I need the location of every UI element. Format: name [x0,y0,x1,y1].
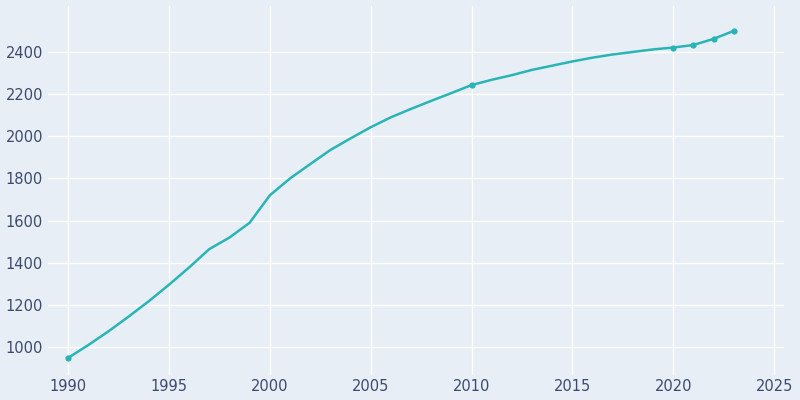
Point [667,44,680,51]
Point [465,82,478,88]
Point [707,36,720,42]
Point [727,28,740,34]
Point [62,355,74,361]
Point [687,42,700,48]
